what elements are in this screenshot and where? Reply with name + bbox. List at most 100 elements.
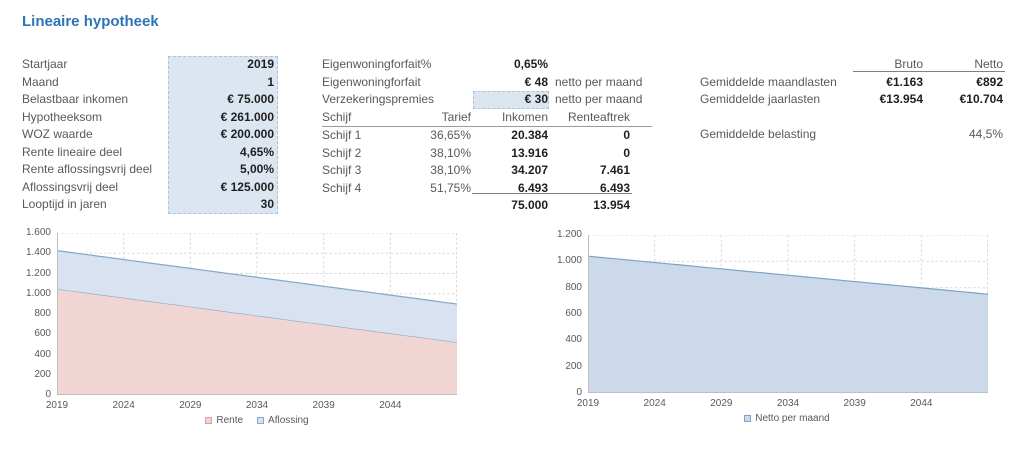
belasting-row: Gemiddelde belasting 44,5% [700, 126, 1010, 144]
y-tick-label: 800 [565, 281, 582, 293]
y-tick-label: 1.000 [25, 287, 51, 299]
legend-item: Aflossing [257, 415, 309, 426]
y-tick-label: 600 [565, 308, 582, 319]
legend-swatch [205, 417, 213, 424]
param-row: Verzekeringspremies € 30 netto per maand [322, 91, 652, 109]
y-tick-label: 200 [34, 368, 51, 380]
y-tick-label: 1.600 [25, 227, 51, 238]
input-cell[interactable]: 2019 [247, 57, 274, 71]
schijf-tarief: 38,10% [430, 163, 471, 177]
input-label: Hypotheeksom [22, 109, 103, 124]
schijf-name: Schijf 4 [322, 180, 362, 195]
y-tick-label: 1.400 [25, 247, 51, 259]
x-tick-label: 2024 [112, 400, 135, 411]
param-row: Eigenwoningforfait% 0,65% [322, 56, 652, 74]
input-label: Aflossingsvrij deel [22, 179, 119, 194]
header-inkomen: Inkomen [501, 109, 548, 124]
y-tick-label: 200 [565, 360, 582, 372]
input-label: Startjaar [22, 57, 68, 71]
legend-item: Rente [205, 415, 243, 426]
input-cell[interactable]: 1 [267, 74, 274, 89]
legend-label: Aflossing [268, 415, 309, 426]
legend-item: Netto per maand [744, 413, 830, 424]
schijf-inkomen: 20.384 [511, 128, 548, 142]
input-cell[interactable]: € 125.000 [220, 179, 274, 194]
belasting-value: 44,5% [968, 127, 1003, 141]
summary-bruto-value: €13.954 [879, 92, 923, 106]
input-row: Aflossingsvrij deel € 125.000 [22, 179, 278, 197]
input-cell[interactable]: € 75.000 [227, 92, 274, 106]
x-tick-label: 2044 [910, 398, 933, 409]
belasting-label: Gemiddelde belasting [700, 127, 817, 141]
x-tick-label: 2034 [776, 398, 800, 409]
param-suffix: netto per maand [555, 74, 643, 89]
summary-block: Bruto Netto Gemiddelde maandlasten €1.163 €8… [700, 56, 1010, 144]
summary-row: Gemiddelde jaarlasten €13.954 €10.704 [700, 91, 1010, 109]
schijf-tarief: 36,65% [430, 128, 471, 142]
schijf-row: Schijf 3 38,10% 34.207 7.461 [322, 162, 652, 180]
param-label: Verzekeringspremies [322, 92, 435, 106]
summary-label: Gemiddelde jaarlasten [700, 92, 821, 106]
input-label: Rente lineaire deel [22, 144, 123, 159]
y-tick-label: 800 [34, 308, 51, 319]
chart-legend: Rente Aflossing [55, 415, 459, 426]
input-row: Looptijd in jaren 30 [22, 196, 278, 214]
y-tick-label: 1.000 [556, 255, 582, 267]
y-tick-label: 400 [34, 348, 51, 360]
x-tick-label: 2039 [312, 400, 335, 411]
plot-region [56, 232, 458, 398]
chart-netto-per-maand: 0 200 400 600 800 1.000 1.200 2019 2024 2029 2034 2… [545, 228, 1000, 433]
summary-netto-value: €892 [976, 74, 1003, 89]
plot-region [587, 234, 989, 396]
chart-legend: Netto per maand [585, 413, 989, 424]
input-cell[interactable]: 4,65% [239, 144, 274, 159]
total-inkomen: 75.000 [511, 198, 548, 212]
param-label: Eigenwoningforfait [322, 74, 421, 89]
plot-area [56, 232, 458, 395]
schijf-totals-row: 75.000 13.954 [322, 197, 652, 215]
plot-area [587, 234, 989, 393]
summary-header-underline [853, 57, 1005, 72]
param-input-cell[interactable]: € 30 [524, 92, 548, 106]
input-label: Rente aflossingsvrij deel [22, 162, 153, 176]
header-bruto: Bruto [894, 57, 923, 71]
legend-label: Netto per maand [755, 413, 830, 424]
page-title: Lineaire hypotheek [22, 13, 159, 30]
schijf-inkomen: 34.207 [511, 163, 548, 177]
input-row: Belastbaar inkomen € 75.000 [22, 91, 278, 109]
y-tick-label: 0 [576, 387, 582, 398]
x-tick-label: 2019 [45, 400, 69, 411]
input-row: Rente aflossingsvrij deel 5,00% [22, 161, 278, 179]
input-parameters-block: Startjaar 2019 Maand 1 Belastbaar inkomen € 7… [22, 56, 278, 214]
schijf-name: Schijf 3 [322, 163, 362, 177]
input-label: WOZ waarde [22, 127, 93, 141]
schijf-tarief: 51,75% [430, 180, 471, 195]
header-schijf: Schijf [322, 109, 352, 124]
tax-bracket-block: Eigenwoningforfait% 0,65% Eigenwoningforfa… [322, 56, 652, 215]
schijf-name: Schijf 1 [322, 128, 362, 142]
schijf-renteaftrek: 0 [623, 128, 630, 142]
legend-swatch [257, 417, 265, 424]
x-tick-label: 2039 [843, 398, 866, 409]
y-tick-label: 400 [565, 334, 582, 346]
y-tick-label: 1.200 [556, 229, 582, 240]
input-cell-highlight [473, 91, 549, 109]
schijf-renteaftrek: 7.461 [599, 163, 630, 177]
schijf-table-header: Schijf Tarief Inkomen Renteaftrek [322, 109, 652, 127]
x-tick-label: 2024 [643, 398, 666, 409]
input-row: Rente lineaire deel 4,65% [22, 144, 278, 162]
x-tick-label: 2029 [179, 400, 202, 411]
input-cell[interactable]: € 200.000 [220, 127, 274, 141]
y-tick-label: 600 [34, 328, 51, 340]
y-tick-label: 1.200 [25, 267, 51, 279]
input-cell[interactable]: 30 [260, 197, 274, 211]
totals-top-line [472, 193, 632, 194]
schijf-tarief: 38,10% [430, 145, 471, 160]
input-cell[interactable]: € 261.000 [220, 109, 274, 124]
schijf-name: Schijf 2 [322, 145, 362, 160]
header-tarief: Tarief [441, 109, 471, 124]
schijf-renteaftrek: 0 [623, 145, 630, 160]
input-range-highlight [168, 56, 278, 214]
input-cell[interactable]: 5,00% [239, 162, 274, 176]
